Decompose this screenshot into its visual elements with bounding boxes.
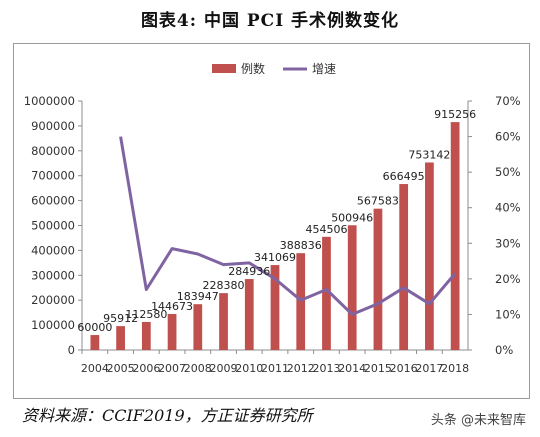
bar-data-label: 915256: [434, 108, 476, 121]
x-tick-label: 2015: [364, 362, 392, 375]
bar: [141, 321, 151, 350]
y-left-tick-label: 900000: [31, 119, 75, 133]
x-tick-label: 2006: [132, 362, 160, 375]
chart-frame: [13, 43, 530, 399]
x-tick-label: 2010: [235, 362, 263, 375]
x-tick-label: 2016: [390, 362, 418, 375]
y-right-tick-label: 20%: [495, 272, 521, 286]
y-left-tick-label: 1000000: [24, 94, 75, 108]
legend-label-bars: 例数: [241, 61, 265, 76]
bar: [373, 208, 383, 350]
bar-data-label: 454506: [305, 223, 347, 236]
bar: [167, 313, 177, 350]
x-tick-label: 2018: [441, 362, 469, 375]
bar-data-label: 60000: [77, 321, 112, 334]
bar-data-label: 753142: [408, 148, 450, 161]
bar-data-label: 666495: [383, 170, 425, 183]
bar-data-label: 112580: [125, 308, 167, 321]
y-right-tick-label: 40%: [495, 201, 521, 215]
y-left-tick-label: 700000: [31, 169, 75, 183]
x-tick-label: 2008: [184, 362, 212, 375]
x-tick-label: 2012: [287, 362, 315, 375]
y-right-tick-label: 0%: [495, 343, 513, 357]
bar-data-label: 95912: [103, 312, 138, 325]
legend-label-line: 增速: [312, 62, 336, 76]
bar: [244, 279, 254, 350]
x-tick-label: 2009: [210, 362, 238, 375]
figure-title: 图表4: 中国 PCI 手术例数变化: [140, 11, 400, 31]
bar-data-label: 228380: [203, 279, 245, 292]
x-tick-label: 2005: [107, 362, 135, 375]
y-left-tick-label: 400000: [31, 243, 75, 257]
y-left-tick-label: 800000: [31, 144, 75, 158]
y-right-tick-label: 30%: [495, 236, 521, 250]
y-left-tick-label: 300000: [31, 268, 75, 282]
x-tick-label: 2011: [261, 362, 289, 375]
bar: [270, 265, 280, 350]
y-right-tick-label: 70%: [495, 94, 521, 108]
bar: [193, 304, 203, 350]
y-left-tick-label: 100000: [31, 318, 75, 332]
bar-data-label: 144673: [151, 300, 193, 313]
x-tick-label: 2004: [81, 362, 109, 375]
bar-data-label: 567583: [357, 195, 399, 208]
bar: [347, 225, 357, 350]
y-left-tick-label: 0: [68, 343, 75, 357]
source-note: 资料来源：CCIF2019，方正证券研究所: [22, 406, 313, 425]
y-right-tick-label: 60%: [495, 130, 521, 144]
y-left-tick-label: 200000: [31, 293, 75, 307]
bar: [219, 293, 228, 350]
bar-data-label: 183947: [177, 290, 219, 303]
y-right-tick-label: 50%: [495, 165, 521, 179]
bar: [116, 326, 125, 350]
bar-data-label: 500946: [331, 211, 373, 224]
bar: [90, 335, 100, 350]
watermark: 头条 @未来智库: [430, 413, 526, 428]
legend-swatch-bars: [212, 64, 236, 73]
bar-data-label: 388836: [280, 239, 322, 252]
x-tick-label: 2007: [158, 362, 186, 375]
x-tick-label: 2013: [312, 362, 340, 375]
x-tick-label: 2014: [338, 362, 366, 375]
bar: [322, 236, 331, 350]
bar-data-label: 341069: [254, 251, 296, 264]
bar-data-label: 284936: [228, 265, 270, 278]
y-left-tick-label: 500000: [31, 219, 75, 233]
x-tick-label: 2017: [415, 362, 443, 375]
growth-line: [119, 136, 457, 316]
y-left-tick-label: 600000: [31, 194, 75, 208]
bar: [450, 122, 460, 350]
bar: [425, 162, 434, 350]
y-right-tick-label: 10%: [495, 307, 521, 321]
bar: [399, 184, 409, 350]
